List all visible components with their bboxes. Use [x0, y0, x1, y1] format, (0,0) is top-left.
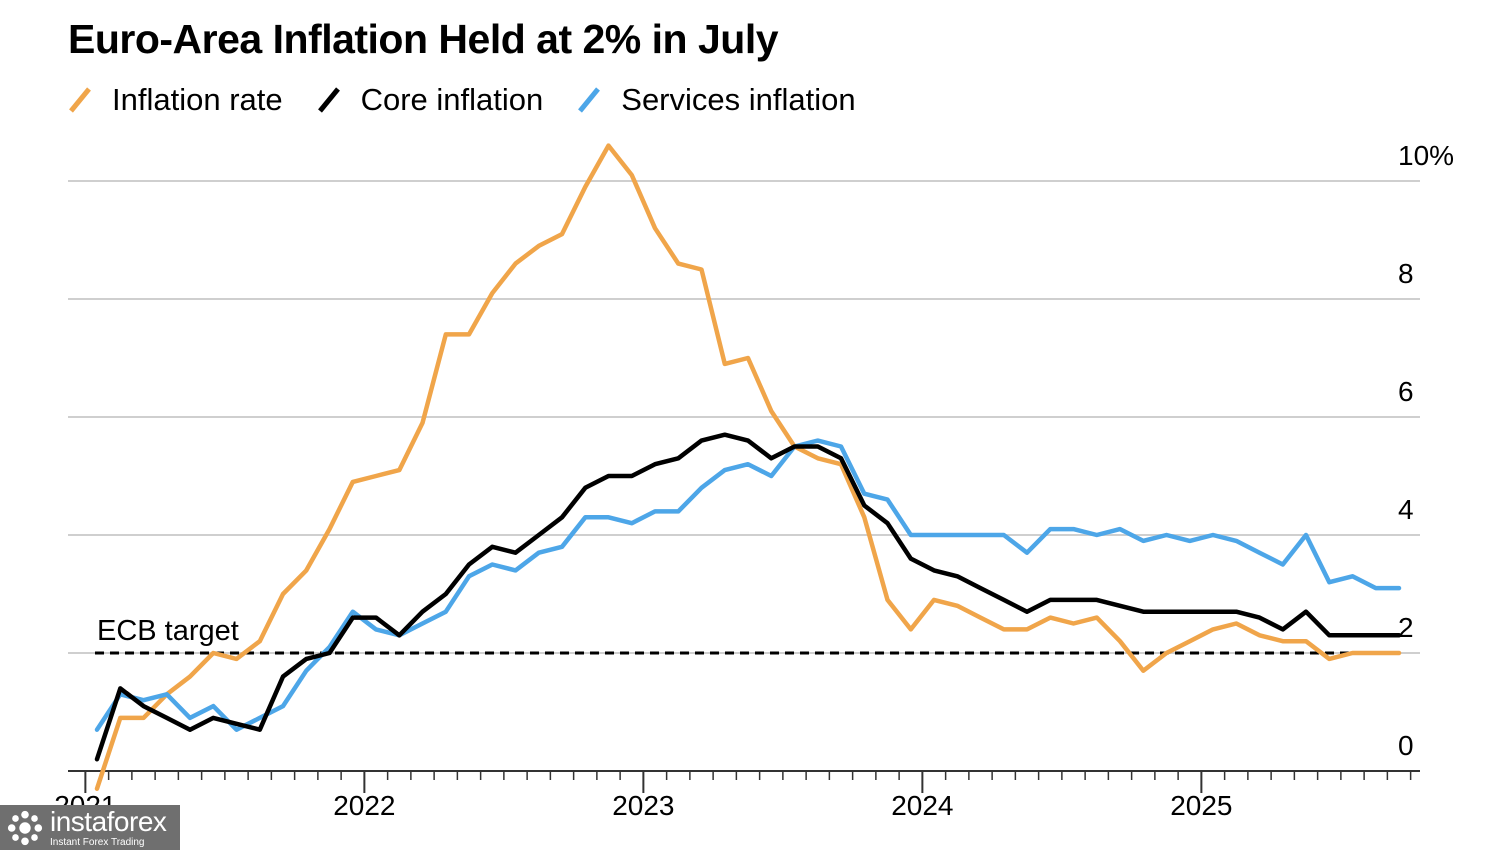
legend: Inflation rate Core inflation Services i… [68, 82, 890, 118]
y-tick-label: 2 [1398, 612, 1414, 643]
y-tick-label: 8 [1398, 258, 1414, 289]
x-tick-label: 2023 [612, 790, 674, 821]
series-lines [94, 143, 1402, 791]
x-tick-label: 2025 [1170, 790, 1232, 821]
y-tick-label: 0 [1398, 730, 1414, 761]
series-line-core-inflation [94, 432, 1402, 762]
watermark-brand: instaforex [50, 805, 167, 837]
y-tick-label: 10% [1398, 140, 1454, 171]
y-tick-label: 6 [1398, 376, 1414, 407]
ecb-target-label: ECB target [97, 615, 239, 647]
watermark-tagline: Instant Forex Trading [50, 836, 145, 848]
legend-item-services-inflation: Services inflation [577, 82, 856, 118]
watermark: instaforex Instant Forex Trading [0, 805, 180, 850]
chart-title: Euro-Area Inflation Held at 2% in July [68, 16, 779, 62]
series-line-services-inflation [94, 438, 1402, 732]
y-axis-labels: 0 2 4 6 8 10% [1398, 140, 1454, 761]
instaforex-logo-icon [7, 810, 43, 845]
legend-label-services-inflation: Services inflation [621, 82, 856, 117]
legend-swatch-core-inflation-icon [317, 86, 341, 114]
x-tick-label: 2024 [891, 790, 953, 821]
legend-swatch-services-inflation-icon [577, 86, 601, 114]
series-line-inflation-rate [94, 143, 1402, 791]
legend-label-inflation-rate: Inflation rate [112, 82, 283, 117]
y-tick-label: 4 [1398, 494, 1414, 525]
legend-label-core-inflation: Core inflation [360, 82, 544, 117]
x-axis: 20212022202320242025 [54, 770, 1420, 821]
grid-lines [68, 180, 1420, 654]
legend-item-core-inflation: Core inflation [317, 82, 544, 118]
ecb-target: ECB target [95, 615, 1378, 655]
legend-swatch-inflation-rate-icon [68, 86, 92, 114]
legend-item-inflation-rate: Inflation rate [68, 82, 283, 118]
x-tick-label: 2022 [333, 790, 395, 821]
